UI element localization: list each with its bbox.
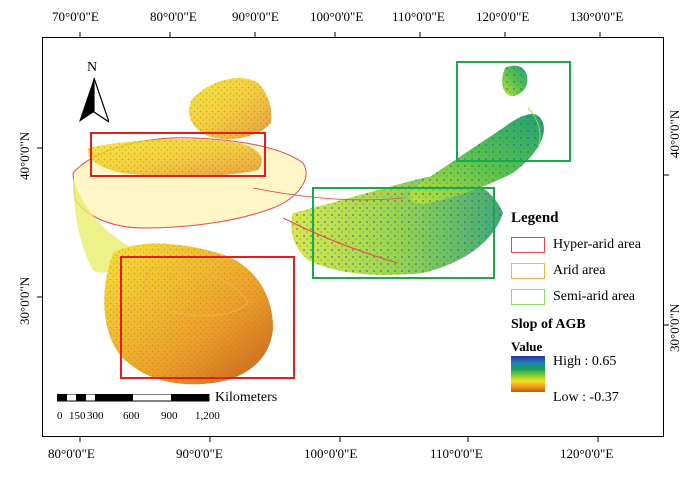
north-arrow-label: N xyxy=(87,60,98,75)
top-lon-label: 120°0'0"E xyxy=(476,9,530,24)
value-title: Value xyxy=(511,339,543,354)
slope-layer-title: Slop of AGB xyxy=(511,317,586,332)
hyper-arid-south-box xyxy=(120,256,295,379)
scale-tick-label: 150 xyxy=(69,410,86,422)
scale-tick-label: 600 xyxy=(123,410,140,422)
top-lon-label: 110°0'0"E xyxy=(392,9,445,24)
map-canvas xyxy=(72,61,571,385)
map-tarim-region xyxy=(72,137,307,273)
north-arrow: N xyxy=(79,58,109,128)
map-northeast-region xyxy=(362,65,544,204)
bottom-lon-label: 100°0'0"E xyxy=(304,446,358,461)
semi-arid-northeast-box xyxy=(456,61,571,162)
high-value-label: High : 0.65 xyxy=(553,354,617,369)
map-south-region xyxy=(104,243,273,385)
scale-bar: Kilometers 0 150 300 600 900 1,200 xyxy=(57,390,297,430)
bottom-lon-label: 110°0'0"E xyxy=(430,446,483,461)
semi-arid-swatch xyxy=(511,289,545,305)
top-lon-label: 80°0'0"E xyxy=(150,9,197,24)
map-central-region xyxy=(252,175,503,275)
top-lon-label: 100°0'0"E xyxy=(310,9,364,24)
slope-color-ramp xyxy=(511,356,545,392)
legend: Legend Hyper-arid area Arid area Semi-ar… xyxy=(505,206,663,436)
map-frame: N Kilometers 0 150 300 600 900 1,200 Leg… xyxy=(42,37,664,437)
scale-tick-label: 900 xyxy=(161,410,178,422)
bottom-lon-label: 80°0'0"E xyxy=(48,446,95,461)
scale-tick-label: 0 xyxy=(57,410,63,422)
scale-bar-graphic xyxy=(57,394,210,402)
hyper-arid-north-box xyxy=(90,132,266,177)
hyper-arid-label: Hyper-arid area xyxy=(553,237,641,252)
hyper-arid-swatch xyxy=(511,237,545,253)
legend-title: Legend xyxy=(511,210,559,226)
semi-arid-central-box xyxy=(312,187,495,279)
north-arrow-icon xyxy=(79,78,109,123)
arid-label: Arid area xyxy=(553,263,606,278)
bottom-lon-label: 120°0'0"E xyxy=(560,446,614,461)
map-north-blob xyxy=(188,78,272,140)
low-value-label: Low : -0.37 xyxy=(553,390,619,405)
top-lon-label: 130°0'0"E xyxy=(570,9,624,24)
bottom-lon-label: 90°0'0"E xyxy=(176,446,223,461)
semi-arid-label: Semi-arid area xyxy=(553,289,636,304)
scale-tick-label: 1,200 xyxy=(195,410,220,422)
scale-bar-unit: Kilometers xyxy=(215,390,278,405)
scale-tick-label: 300 xyxy=(87,410,104,422)
top-lon-label: 70°0'0"E xyxy=(52,9,99,24)
arid-swatch xyxy=(511,263,545,279)
top-lon-label: 90°0'0"E xyxy=(232,9,279,24)
